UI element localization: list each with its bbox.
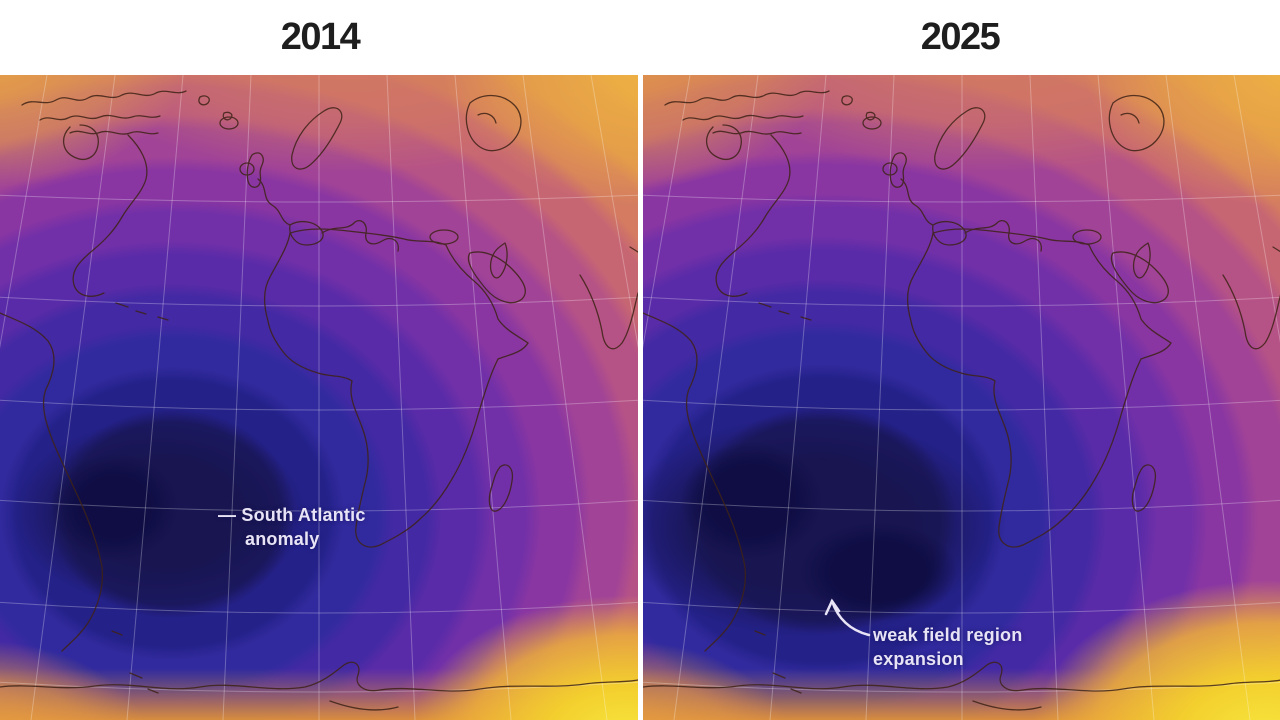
year-label-2014: 2014 bbox=[280, 16, 361, 58]
header-bar: 2014 2025 bbox=[0, 0, 1280, 75]
annotation-weak-field-expansion: weak field region expansion bbox=[873, 623, 1022, 671]
panel-divider bbox=[638, 75, 643, 720]
annotation-line-1: — South Atlantic bbox=[218, 505, 366, 525]
year-label-2025: 2025 bbox=[920, 16, 1001, 58]
annotation-south-atlantic-anomaly: — South Atlantic anomaly bbox=[218, 503, 366, 551]
annotation-line-2: anomaly bbox=[245, 529, 320, 549]
header-right-half: 2025 bbox=[640, 0, 1280, 75]
header-left-half: 2014 bbox=[0, 0, 640, 75]
map-panel-2014: — South Atlantic anomaly bbox=[0, 75, 638, 720]
annotation-line-2: expansion bbox=[873, 649, 964, 669]
field-intensity-map-2014 bbox=[0, 75, 638, 720]
leader-dash: — bbox=[218, 505, 237, 525]
map-comparison-area: — South Atlantic anomaly weak field regi… bbox=[0, 75, 1280, 720]
annotation-line-1: weak field region bbox=[873, 625, 1023, 645]
expansion-arrow bbox=[824, 598, 871, 637]
map-panel-2025: weak field region expansion bbox=[643, 75, 1280, 720]
